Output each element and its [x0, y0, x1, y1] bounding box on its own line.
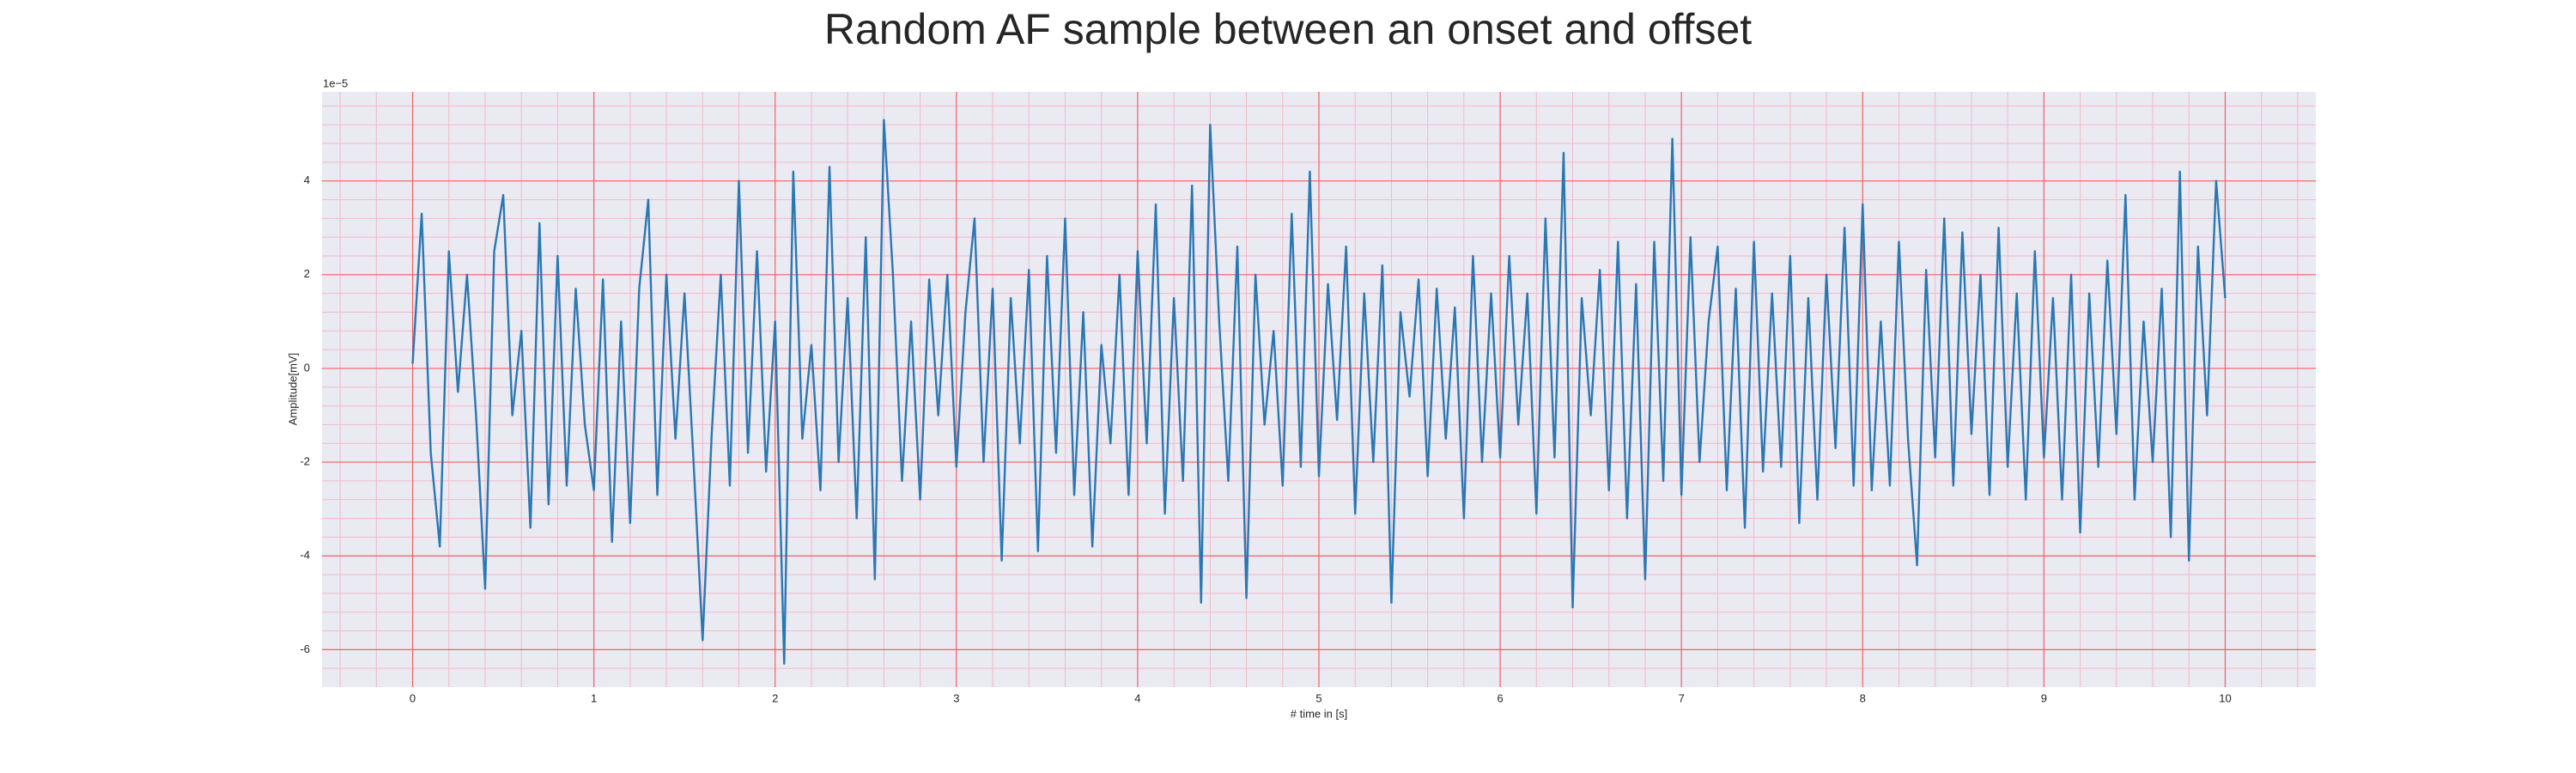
x-tick-label: 6	[1497, 691, 1503, 704]
x-tick-label: 5	[1315, 691, 1321, 704]
x-tick-label: 9	[2041, 691, 2047, 704]
chart-title: Random AF sample between an onset and of…	[824, 5, 1752, 53]
y-tick-label: -2	[300, 455, 310, 468]
y-axis-label: Amplitude[mV]	[286, 353, 299, 426]
signal-line	[411, 119, 2227, 665]
x-axis-label: # time in [s]	[1291, 707, 1347, 720]
x-tick-label: 2	[772, 691, 778, 704]
x-tick-label: 4	[1134, 691, 1140, 704]
x-tick-label: 3	[953, 691, 959, 704]
x-tick-label: 1	[591, 691, 597, 704]
y-tick-label: 0	[304, 361, 310, 374]
x-tick-label: 0	[410, 691, 416, 704]
x-tick-label: 8	[1860, 691, 1866, 704]
x-tick-label: 10	[2219, 691, 2231, 704]
y-tick-label: -6	[300, 642, 310, 655]
y-offset-text: 1e−5	[323, 76, 348, 89]
y-tick-label: -4	[300, 549, 310, 562]
y-tick-label: 2	[304, 267, 310, 280]
x-tick-label: 7	[1679, 691, 1685, 704]
y-tick-label: 4	[304, 173, 310, 186]
